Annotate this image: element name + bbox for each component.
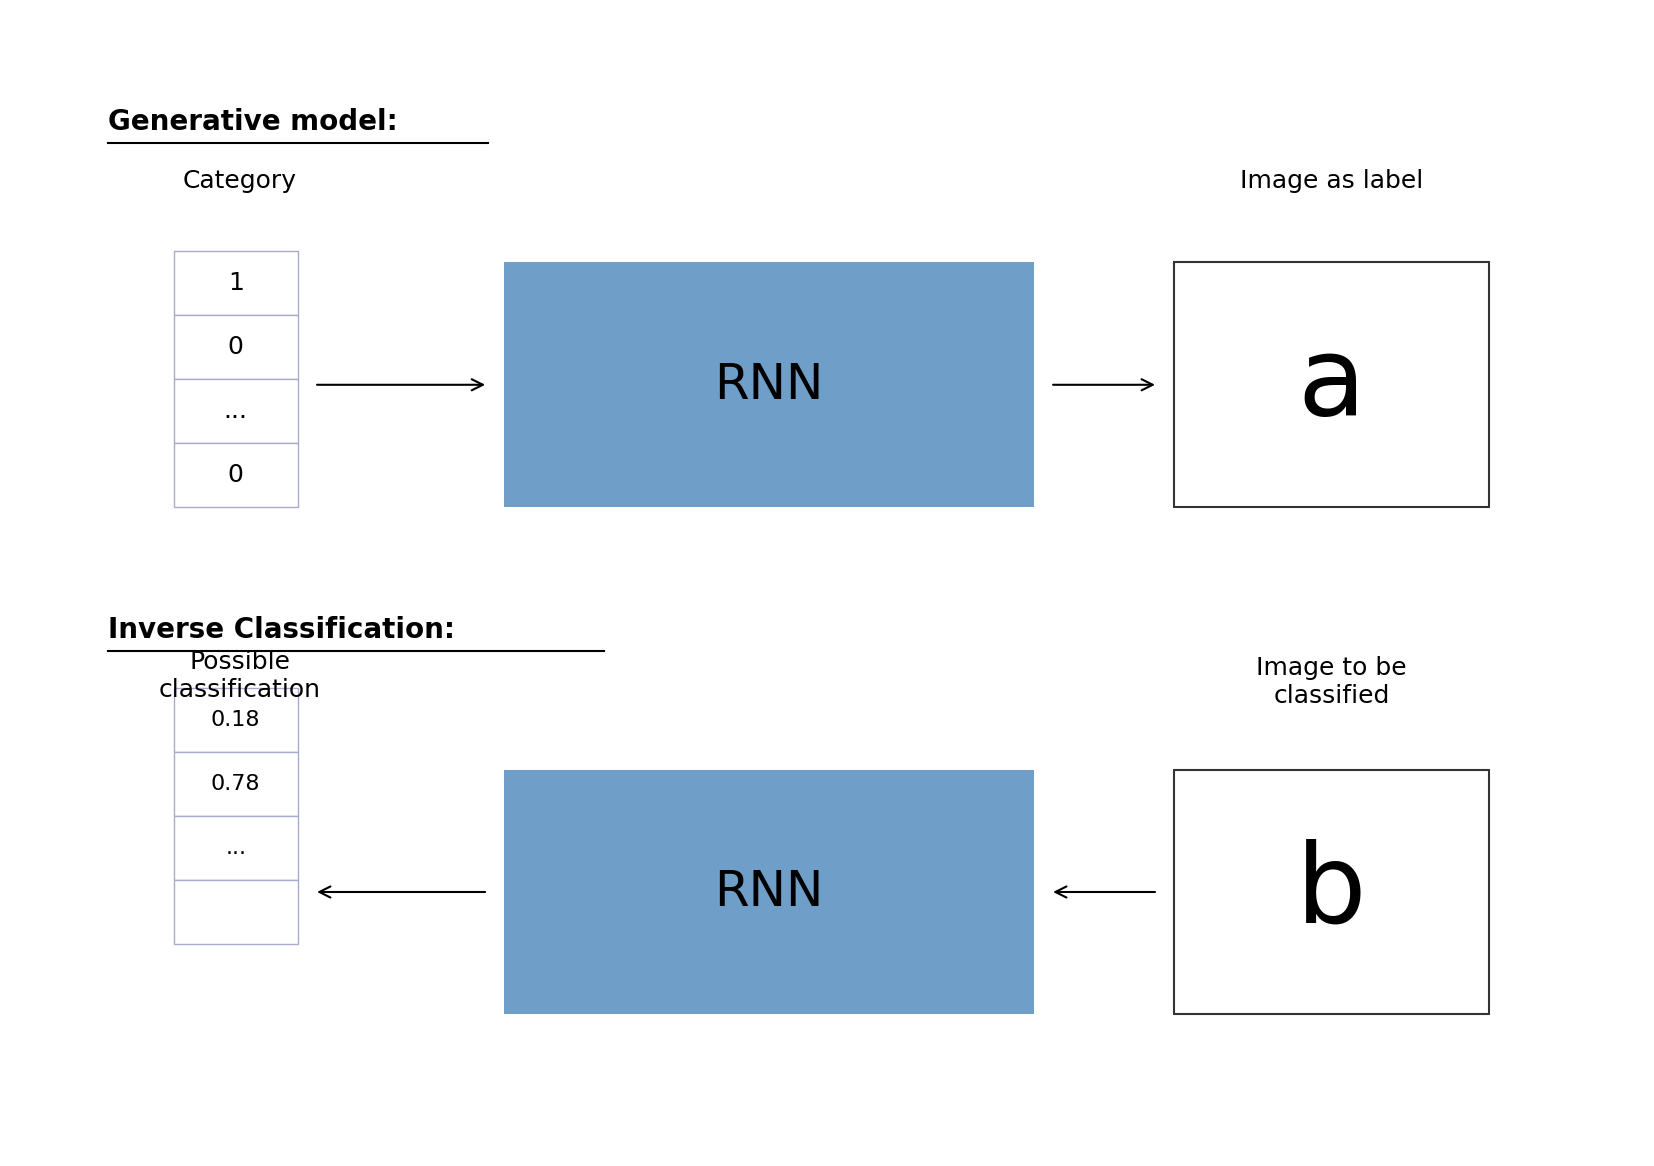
Bar xyxy=(174,816,298,880)
Text: 0: 0 xyxy=(228,463,243,487)
Text: ...: ... xyxy=(225,838,246,858)
Text: Generative model:: Generative model: xyxy=(108,108,397,136)
Bar xyxy=(174,752,298,816)
Bar xyxy=(504,262,1034,507)
Bar xyxy=(174,251,298,315)
Bar xyxy=(174,688,298,752)
Text: 0.18: 0.18 xyxy=(212,710,260,730)
Text: Image as label: Image as label xyxy=(1240,169,1422,192)
Text: Image to be
classified: Image to be classified xyxy=(1255,656,1408,708)
Text: Category: Category xyxy=(184,169,296,192)
Text: Possible
classification: Possible classification xyxy=(159,651,321,702)
Text: Inverse Classification:: Inverse Classification: xyxy=(108,616,455,644)
Text: 0.78: 0.78 xyxy=(212,774,260,794)
Bar xyxy=(504,770,1034,1014)
Text: a: a xyxy=(1297,331,1366,438)
Text: ...: ... xyxy=(223,399,248,423)
Text: 1: 1 xyxy=(228,271,243,295)
Bar xyxy=(174,379,298,443)
Bar xyxy=(174,315,298,379)
Bar xyxy=(1174,770,1489,1014)
Bar xyxy=(174,443,298,507)
Text: RNN: RNN xyxy=(715,868,824,916)
Bar xyxy=(1174,262,1489,507)
Text: b: b xyxy=(1297,838,1366,946)
Text: 0: 0 xyxy=(228,335,243,359)
Bar xyxy=(174,880,298,944)
Text: RNN: RNN xyxy=(715,360,824,409)
